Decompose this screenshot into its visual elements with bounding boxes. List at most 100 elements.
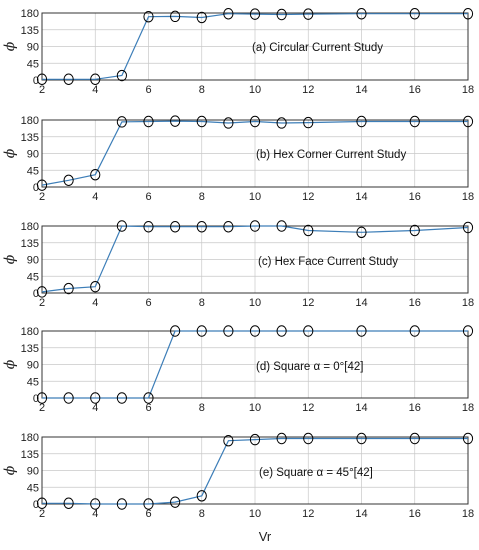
x-tick-label: 12 [302,191,314,203]
data-point [90,280,101,293]
y-tick-label: 0 [33,393,39,405]
data-point [90,392,101,404]
data-point [170,10,181,23]
x-axis-label: Vr [259,529,272,544]
x-tick-label: 4 [92,402,98,414]
y-tick-label: 0 [33,75,39,87]
data-point [63,392,74,404]
x-tick-label: 10 [249,402,261,414]
x-tick-label: 14 [355,84,367,96]
panel-annotation: (e) Square α = 45°[42] [259,467,373,479]
data-point [63,282,74,295]
data-point [196,221,207,233]
series-line [41,225,469,293]
y-tick-label: 45 [27,165,39,177]
data-point [409,224,420,237]
x-tick-label: 6 [145,191,151,203]
panel-annotation: (a) Circular Current Study [252,42,383,54]
data-point [196,490,207,502]
data-point [223,117,234,129]
data-point [63,174,74,187]
plot-frame [41,436,469,505]
y-axis-label: ϕ [2,359,18,369]
y-tick-label: 135 [21,25,39,37]
y-tick-label: 90 [27,466,39,478]
data-point [303,432,314,445]
data-point [170,221,181,233]
data-point [63,73,74,85]
x-tick-label: 10 [249,508,261,520]
chart-panel-e: 180 135 90 45 02 4 6 8 10 12 14 16 18 ϕ (e) Square α =… [2,432,474,544]
x-tick-label: 6 [145,402,151,414]
chart-panel-d: 180 135 90 45 02 4 6 8 10 12 14 16 18 ϕ (d) Square α =… [2,325,474,414]
data-point [196,11,207,24]
x-tick-label: 16 [409,191,421,203]
y-axis-label: ϕ [2,254,18,264]
x-tick-label: 12 [302,402,314,414]
x-tick-label: 8 [199,191,205,203]
y-tick-label: 90 [27,255,39,267]
y-tick-label: 90 [27,149,39,161]
y-tick-label: 135 [21,132,39,144]
x-tick-label: 16 [409,508,421,520]
data-point [223,8,234,20]
data-point [143,392,154,404]
x-tick-label: 8 [199,297,205,309]
data-point [409,432,420,445]
x-tick-label: 8 [199,402,205,414]
y-tick-label: 0 [33,499,39,511]
data-point [63,497,74,509]
x-tick-label: 14 [355,297,367,309]
data-point [409,8,420,20]
data-point [143,11,154,23]
x-tick-label: 10 [249,191,261,203]
data-point [276,325,287,337]
data-point [249,115,261,128]
data-point [143,115,154,128]
x-tick-label: 12 [302,508,314,520]
data-point [36,286,48,298]
x-tick-label: 6 [145,297,151,309]
data-point [276,8,287,21]
y-tick-label: 45 [27,58,39,70]
y-tick-label: 90 [27,42,39,54]
data-point [409,325,420,337]
data-point [249,325,261,337]
x-tick-label: 14 [355,402,367,414]
x-tick-label: 18 [462,508,474,520]
data-point [170,496,181,508]
y-tick-label: 0 [33,182,39,194]
x-tick-label: 2 [39,508,45,520]
data-point [462,221,474,234]
x-tick-label: 4 [92,508,98,520]
data-point [90,169,101,181]
x-tick-label: 14 [355,191,367,203]
x-tick-label: 18 [462,402,474,414]
x-tick-label: 4 [92,84,98,96]
y-tick-label: 180 [21,115,39,127]
y-axis-label: ϕ [2,465,18,475]
data-point [462,8,474,20]
data-point [90,498,101,510]
x-tick-label: 4 [92,297,98,309]
y-tick-label: 45 [27,376,39,388]
data-point [356,325,367,337]
x-tick-label: 8 [199,84,205,96]
data-point [116,498,127,510]
y-tick-label: 180 [21,432,39,444]
data-point [276,432,287,445]
data-point [36,497,48,509]
plot-frame [41,12,469,81]
x-tick-label: 16 [409,297,421,309]
x-tick-label: 10 [249,297,261,309]
x-tick-label: 18 [462,84,474,96]
x-tick-label: 2 [39,402,45,414]
y-axis-label: ϕ [2,41,18,51]
x-tick-label: 2 [39,191,45,203]
x-tick-label: 18 [462,297,474,309]
y-tick-label: 135 [21,238,39,250]
data-point [196,325,207,337]
x-tick-label: 2 [39,297,45,309]
x-tick-label: 12 [302,297,314,309]
